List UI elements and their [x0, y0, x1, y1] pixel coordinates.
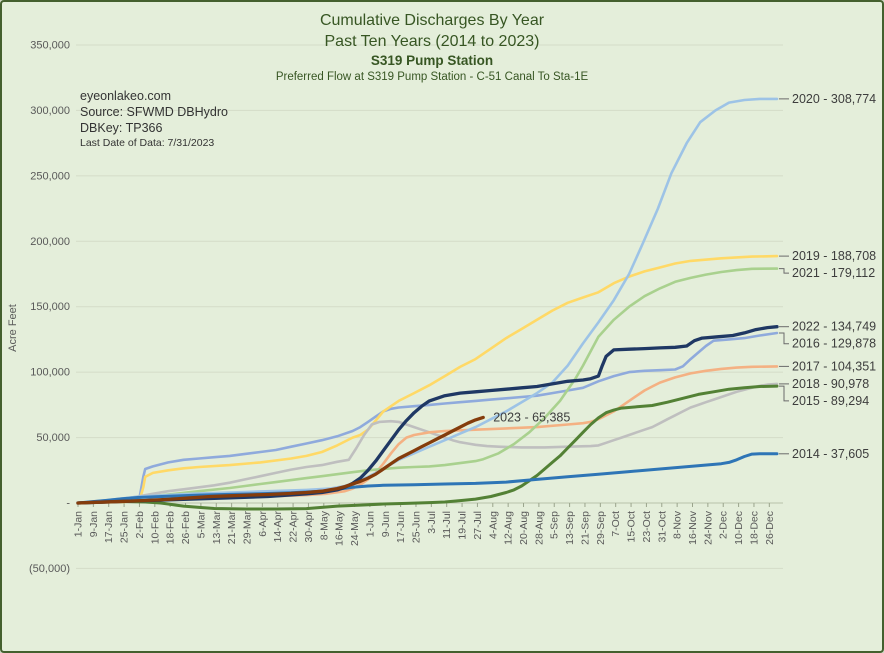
y-tick-label: 200,000	[30, 236, 70, 248]
x-tick-label: 24-May	[349, 510, 361, 546]
x-tick-label: 7-Oct	[610, 511, 622, 537]
x-tick-label: 11-Jul	[441, 511, 453, 539]
x-tick-label: 5-Sep	[549, 511, 561, 539]
x-tick-label: 1-Jun	[364, 511, 376, 537]
x-tick-label: 9-Jun	[380, 511, 392, 537]
x-tick-label: 17-Jun	[395, 511, 407, 543]
end-label-2020: 2020 - 308,774	[792, 92, 876, 106]
end-label-2015: 2015 - 89,294	[792, 394, 869, 408]
x-tick-label: 25-Jan	[119, 511, 131, 543]
x-tick-label: 10-Dec	[733, 511, 745, 545]
x-tick-label: 30-Apr	[303, 510, 315, 542]
x-tick-label: 2-Dec	[718, 511, 730, 539]
x-tick-label: 8-Nov	[672, 510, 684, 539]
end-label-2022: 2022 - 134,749	[792, 320, 876, 334]
x-tick-label: 31-Oct	[656, 511, 668, 543]
x-tick-label: 5-Mar	[195, 510, 207, 538]
series-line-2021	[76, 267, 779, 505]
y-tick-label: (50,000)	[29, 563, 70, 575]
x-tick-label: 27-Jul	[472, 511, 484, 540]
x-tick-label: 28-Aug	[533, 511, 545, 545]
series-line-2014	[76, 452, 779, 505]
x-tick-label: 21-Sep	[579, 511, 591, 545]
y-axis-tick-labels: 350,000 300,000 250,000 200,000 150,000 100,0…	[29, 39, 70, 574]
x-tick-label: 18-Dec	[748, 511, 760, 545]
y-tick-label: 150,000	[30, 301, 70, 313]
x-tick-label: 29-Sep	[595, 511, 607, 545]
x-tick-label: 16-Nov	[687, 510, 699, 545]
x-axis-tick-labels: 1-Jan 9-Jan 17-Jan 25-Jan 2-Feb 10-Feb 18-Feb 2…	[73, 503, 776, 546]
x-tick-label: 22-Apr	[288, 510, 300, 542]
y-tick-label: -	[66, 498, 70, 510]
series-end-labels: 2020 - 308,774 2019 - 188,708 2021 - 179,1…	[493, 92, 876, 461]
y-tick-label: 250,000	[30, 170, 70, 182]
end-label-leader-2015	[779, 385, 789, 402]
x-tick-label: 23-Oct	[641, 511, 653, 543]
x-tick-label: 26-Dec	[764, 511, 776, 545]
x-tick-label: 8-May	[318, 510, 330, 540]
x-tick-label: 18-Feb	[165, 511, 177, 544]
x-tick-label: 20-Aug	[518, 511, 530, 545]
x-tick-label: 24-Nov	[702, 510, 714, 545]
end-label-2017: 2017 - 104,351	[792, 359, 876, 373]
series-line-2016	[76, 331, 779, 505]
end-label-2018: 2018 - 90,978	[792, 377, 869, 391]
end-label-2016: 2016 - 129,878	[792, 337, 876, 351]
x-tick-label: 25-Jun	[410, 511, 422, 543]
x-tick-label: 9-Jan	[88, 511, 100, 537]
y-tick-label: 100,000	[30, 367, 70, 379]
x-tick-label: 14-Apr	[272, 510, 284, 542]
series-line-2023	[76, 415, 485, 505]
series-line-2018	[76, 382, 779, 505]
end-label-leader-2021	[779, 268, 789, 274]
x-tick-label: 13-Mar	[211, 511, 223, 545]
x-tick-label: 10-Feb	[149, 511, 161, 544]
y-tick-label: 350,000	[30, 39, 70, 51]
x-tick-label: 26-Feb	[180, 511, 192, 544]
gridlines	[76, 44, 783, 569]
x-tick-label: 15-Oct	[626, 511, 638, 543]
x-tick-label: 17-Jan	[103, 511, 115, 543]
series-line-2017	[76, 365, 779, 505]
x-tick-label: 3-Jul	[426, 511, 438, 534]
x-tick-label: 29-Mar	[241, 511, 253, 545]
end-label-2014: 2014 - 37,605	[792, 447, 869, 461]
x-tick-label: 1-Jan	[73, 511, 85, 537]
x-tick-label: 4-Aug	[487, 511, 499, 539]
x-tick-label: 6-Apr	[257, 511, 269, 537]
x-tick-label: 19-Jul	[457, 511, 469, 540]
y-axis-title: Acre Feet	[7, 304, 19, 352]
series-line-2022	[76, 325, 779, 505]
end-label-2021: 2021 - 179,112	[792, 266, 875, 280]
y-tick-label: 50,000	[36, 432, 70, 444]
x-tick-label: 12-Aug	[503, 511, 515, 545]
y-tick-label: 300,000	[30, 105, 70, 117]
series-lines	[76, 97, 779, 511]
x-tick-label: 16-May	[334, 510, 346, 546]
x-tick-label: 2-Feb	[134, 511, 146, 539]
end-label-leader-2016	[779, 332, 789, 345]
x-tick-label: 21-Mar	[226, 511, 238, 545]
series-line-2015	[76, 384, 779, 511]
end-label-2019: 2019 - 188,708	[792, 249, 876, 263]
x-tick-label: 13-Sep	[564, 511, 576, 545]
end-label-2023: 2023 - 65,385	[493, 410, 570, 424]
